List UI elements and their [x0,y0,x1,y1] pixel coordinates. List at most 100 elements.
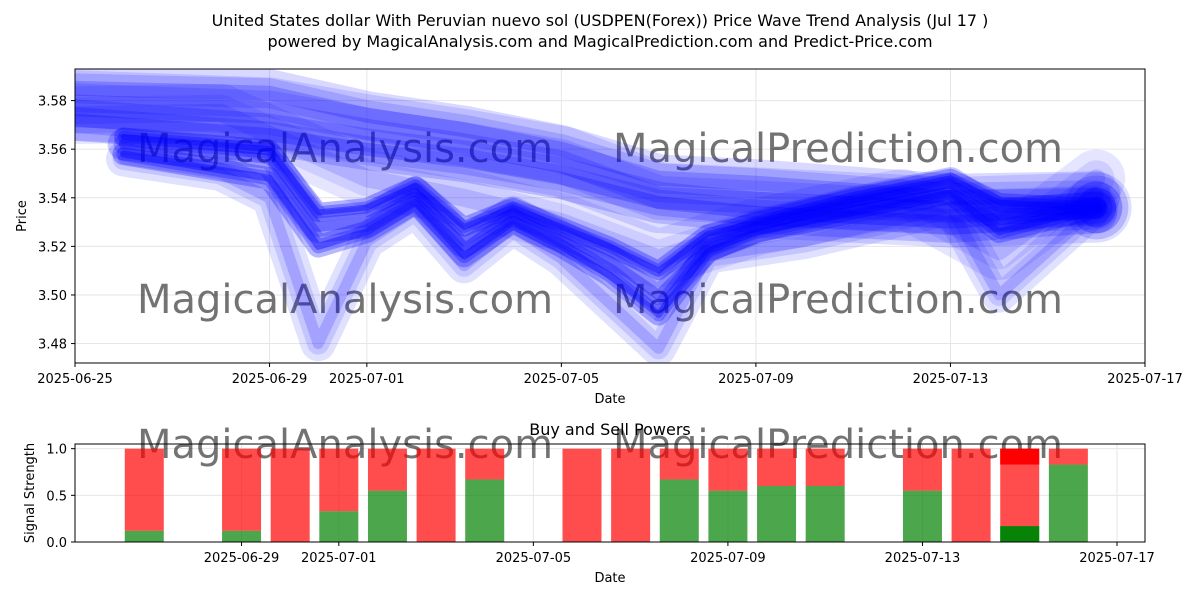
sell-bar [465,448,505,480]
main-x-tick-label: 2025-07-13 [913,372,989,387]
main-grid [74,69,1146,363]
watermark-analysis-mid: MagicalAnalysis.com [137,277,553,323]
buy-bar [124,530,164,542]
main-x-tick-label: 2025-06-25 [37,372,113,387]
sell-bar [270,448,310,542]
bar-x-tick-label: 2025-07-17 [1079,551,1155,566]
price-wave-band [116,147,1104,322]
main-y-axis-label: Price [15,200,30,232]
wave-endpoint-marker [1070,181,1123,234]
sell-bar [319,448,359,512]
sell-bar [222,448,262,531]
bar-series-group [124,448,1088,542]
wave-endpoint-marker [1076,187,1117,228]
price-wave-band [107,128,1113,311]
price-wave-band [75,70,1132,248]
bar-y-axis: 0.0 0.5 1.0 [46,443,75,551]
buy-bar [757,486,797,542]
price-wave-band [75,83,1126,288]
price-wave-band [113,127,1107,281]
buy-bar [1048,464,1088,542]
main-x-tick-label: 2025-07-09 [718,372,794,387]
buy-bar [659,479,699,542]
sell-bar [757,448,797,486]
watermark-prediction-top: MagicalPrediction.com [613,126,1063,172]
buy-bar [805,486,845,542]
bar-x-tick-label: 2025-06-29 [204,551,280,566]
buy-bar [465,479,505,542]
bar-x-tick-label: 2025-07-13 [885,551,961,566]
price-wave-band [75,73,1112,213]
price-wave-band [112,147,1108,360]
price-wave-band [112,142,1108,326]
main-x-tick-label: 2025-07-01 [329,372,405,387]
main-y-tick-label: 3.48 [38,338,67,353]
price-wave-band [75,99,1118,243]
price-wave-band [75,113,1103,229]
chart-title: United States dollar With Peruvian nuevo… [212,11,989,30]
sell-bar [805,448,845,486]
sell-bar [708,448,748,491]
main-x-axis-label: Date [594,392,625,407]
sell-bar [902,448,942,491]
main-x-tick-label: 2025-06-29 [232,372,308,387]
sell-bar [367,448,407,491]
buy-bar [367,490,407,542]
price-wave-band [75,107,1110,236]
wave-series-group [75,69,1132,363]
chart-subtitle: powered by MagicalAnalysis.com and Magic… [267,32,932,51]
price-wave-band [117,131,1103,277]
bar-plot-frame [74,443,1146,543]
sell-bar [416,448,456,542]
price-wave-band [75,94,1108,224]
price-wave-band [75,94,1115,277]
bar-x-tick-label: 2025-07-09 [690,551,766,566]
sell-bar [562,448,602,542]
sell-bar [611,448,651,542]
price-wave-band [118,139,1102,300]
main-y-tick-label: 3.58 [38,95,67,110]
bar-x-tick-label: 2025-07-01 [301,551,377,566]
strong-sell-bar [1000,448,1040,465]
price-wave-band [75,69,1121,222]
buy-sell-panel: Buy and Sell Powers MagicalAnalysis.com … [23,420,1155,586]
bar-x-axis-label: Date [594,571,625,586]
sell-bar [951,448,991,542]
main-y-tick-label: 3.50 [38,289,67,304]
wave-endpoint-marker [1064,175,1129,240]
sell-bar [124,448,164,531]
watermark-prediction-mid: MagicalPrediction.com [613,277,1063,323]
main-y-tick-label: 3.54 [38,192,67,207]
buy-bar [902,490,942,542]
bar-y-axis-label: Signal Strength [23,443,38,543]
main-plot-background [75,69,1145,363]
price-wave-band [105,141,1115,363]
price-wave-band [75,83,1119,235]
price-wave-band [118,153,1102,354]
main-y-axis: 3.48 3.50 3.52 3.54 3.56 3.58 [38,95,75,353]
buy-bar [222,530,262,542]
main-plot-frame [74,68,1146,364]
buy-bar [319,511,359,542]
main-x-axis: 2025-06-25 2025-06-29 2025-07-01 2025-07-05… [37,363,1183,387]
price-wave-band [120,134,1100,274]
main-x-tick-label: 2025-07-05 [524,372,600,387]
bar-y-tick-label: 0.0 [46,536,67,551]
price-wave-band [75,80,1104,206]
buy-bar [708,490,748,542]
sell-bar [1048,448,1088,465]
price-wave-panel: MagicalAnalysis.com MagicalPrediction.co… [15,68,1183,407]
bar-x-tick-label: 2025-07-05 [496,551,572,566]
bar-y-tick-label: 0.5 [46,489,67,504]
bar-chart-title: Buy and Sell Powers [529,420,691,439]
main-x-tick-label: 2025-07-17 [1107,372,1183,387]
sell-bar [659,448,699,480]
price-wave-band [75,103,1106,268]
main-y-tick-label: 3.52 [38,240,67,255]
watermark-analysis-top: MagicalAnalysis.com [137,126,553,172]
bar-x-axis: 2025-06-29 2025-07-01 2025-07-05 2025-07-09… [204,542,1155,566]
strong-buy-bar [1000,526,1040,542]
bar-y-tick-label: 1.0 [46,443,67,458]
